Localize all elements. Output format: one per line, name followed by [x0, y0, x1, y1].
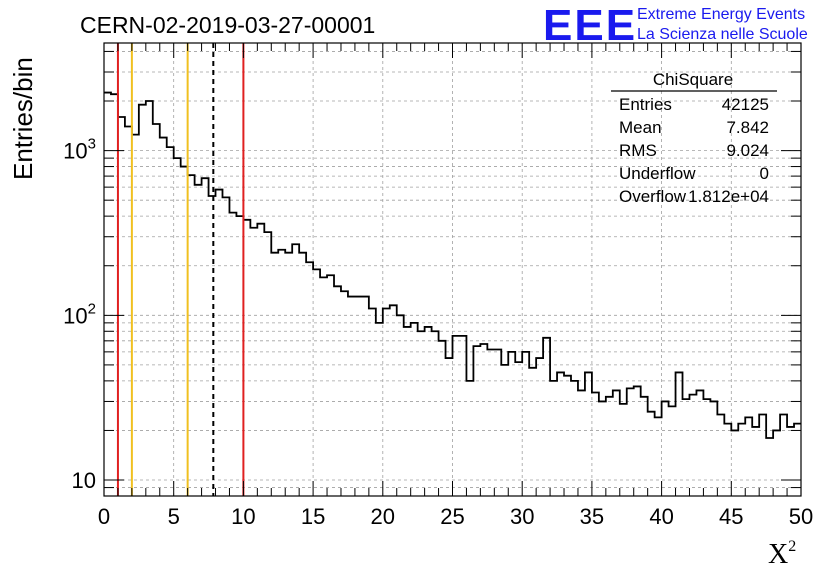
x-tick-label: 35: [580, 504, 604, 529]
histogram: [104, 91, 801, 439]
x-tick-label: 30: [510, 504, 534, 529]
x-axis-title: X2: [768, 538, 796, 570]
stats-value-rms: 9.024: [726, 141, 769, 160]
marker-lines: [116, 43, 245, 496]
stats-label-mean: Mean: [619, 118, 662, 137]
axis-ticks: [103, 43, 802, 497]
stats-value-overflow: 1.812e+04: [688, 187, 769, 206]
stats-value-entries: 42125: [722, 95, 769, 114]
x-tick-label: 0: [98, 504, 110, 529]
y-tick-labels: 10 102 103: [63, 136, 96, 493]
grid-lines: [104, 43, 801, 497]
stats-label-entries: Entries: [619, 95, 672, 114]
stats-value-underflow: 0: [760, 164, 769, 183]
x-tick-label: 45: [719, 504, 743, 529]
eee-logo: EEE: [543, 1, 637, 50]
histogram-steps: [104, 91, 801, 439]
y-tick-label: 103: [63, 136, 96, 164]
y-tick-label: 10: [72, 468, 96, 493]
x-tick-label: 5: [168, 504, 180, 529]
logo-line-1: Extreme Energy Events: [637, 6, 805, 23]
y-axis-title: Entries/bin: [8, 57, 38, 180]
stats-label-underflow: Underflow: [619, 164, 696, 183]
x-tick-label: 20: [371, 504, 395, 529]
logo-line-2: La Scienza nelle Scuole: [637, 26, 808, 43]
stats-box: ChiSquare Entries 42125 Mean 7.842 RMS 9…: [611, 70, 777, 206]
x-tick-label: 10: [231, 504, 255, 529]
stats-value-mean: 7.842: [726, 118, 769, 137]
x-tick-label: 40: [649, 504, 673, 529]
stats-title: ChiSquare: [653, 70, 733, 89]
x-tick-label: 50: [789, 504, 813, 529]
x-tick-label: 25: [440, 504, 464, 529]
y-tick-label: 102: [63, 300, 96, 328]
x-tick-label: 15: [301, 504, 325, 529]
run-title: CERN-02-2019-03-27-00001: [80, 12, 375, 38]
stats-label-rms: RMS: [619, 141, 657, 160]
x-tick-labels: 0 5 10 15 20 25 30 35 40 45 50: [98, 504, 813, 529]
stats-label-overflow: Overflow: [619, 187, 687, 206]
